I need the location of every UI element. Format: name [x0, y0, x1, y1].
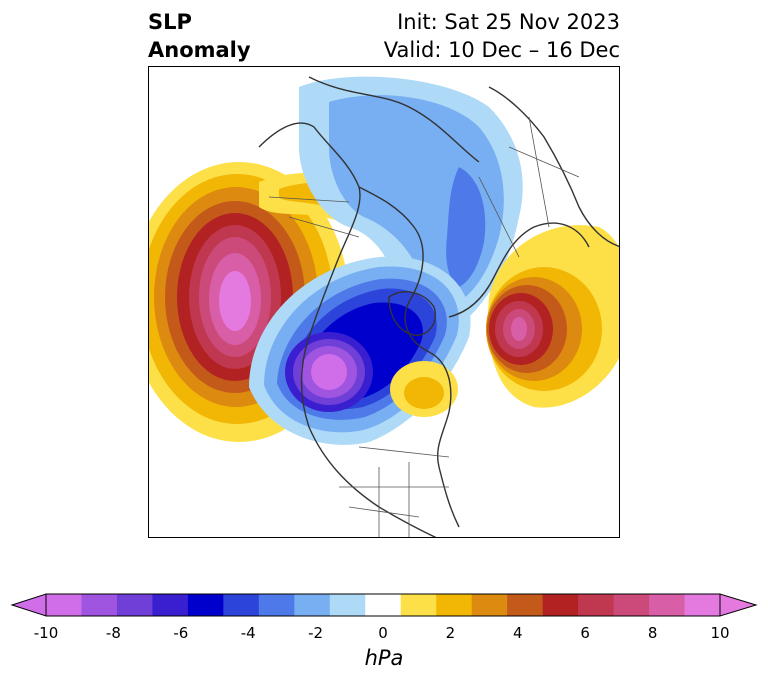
- colorbar-tick-label: 0: [378, 624, 388, 642]
- arctic-low-anomaly: [299, 76, 523, 321]
- colorbar-frame: [45, 593, 721, 617]
- eastern-canada-positive: [390, 361, 458, 417]
- colorbar-bin: [684, 594, 721, 616]
- colorbar-bin: [542, 594, 579, 616]
- colorbar-bin: [436, 594, 473, 616]
- colorbar-tick-label: -2: [308, 624, 324, 642]
- colorbar-unit: hPa: [364, 646, 404, 670]
- valid-date: Valid: 10 Dec – 16 Dec: [383, 38, 620, 62]
- colorbar-bin: [258, 594, 295, 616]
- colorbar-bin: [578, 594, 615, 616]
- date-labels: Init: Sat 25 Nov 2023 Valid: 10 Dec – 16…: [384, 8, 620, 64]
- colorbar-bin: [329, 594, 366, 616]
- colorbar-bin: [649, 594, 686, 616]
- init-date: Init: Sat 25 Nov 2023: [397, 10, 620, 34]
- colorbar-tick-label: 6: [580, 624, 590, 642]
- map-panel: [148, 66, 620, 538]
- colorbar-tick-label: 2: [445, 624, 456, 642]
- colorbar-bin: [223, 594, 260, 616]
- colorbar-bin: [187, 594, 224, 616]
- colorbar-bin: [46, 594, 82, 616]
- map-svg: [149, 76, 619, 537]
- colorbar: [10, 593, 758, 617]
- coastlines: [258, 76, 619, 537]
- colorbar-bin: [81, 594, 118, 616]
- colorbar-extend-low: [10, 593, 47, 617]
- chart-title: SLP Anomaly: [148, 8, 251, 64]
- political-borders: [268, 116, 580, 537]
- colorbar-bin: [400, 594, 437, 616]
- colorbar-bin: [294, 594, 331, 616]
- colorbar-bin: [471, 594, 508, 616]
- title-line-2: Anomaly: [148, 38, 251, 62]
- colorbar-bin: [365, 594, 402, 616]
- colorbar-tick-label: -8: [105, 624, 121, 642]
- colorbar-bin: [613, 594, 650, 616]
- colorbar-tick-label: -6: [173, 624, 189, 642]
- colorbar-tick-label: 10: [710, 624, 730, 642]
- colorbar-tick-label: -4: [240, 624, 256, 642]
- colorbar-extend-high: [719, 593, 758, 617]
- colorbar-tick-label: 4: [513, 624, 523, 642]
- title-line-1: SLP: [148, 10, 192, 34]
- colorbar-tick-label: 8: [647, 624, 658, 642]
- colorbar-bin: [116, 594, 153, 616]
- colorbar-tick-label: -10: [33, 624, 59, 642]
- colorbar-bin: [152, 594, 189, 616]
- colorbar-bin: [507, 594, 544, 616]
- siberia-high-anomaly: [486, 225, 619, 408]
